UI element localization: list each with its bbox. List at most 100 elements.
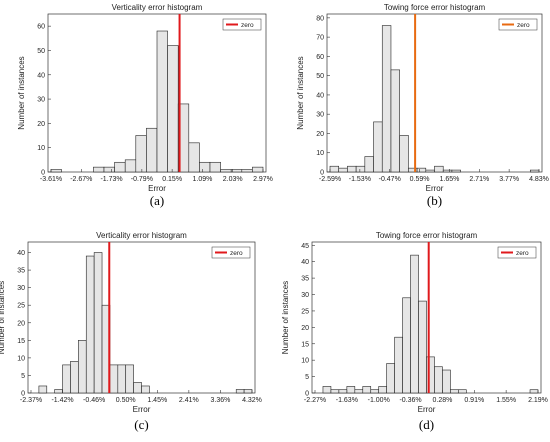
legend-box xyxy=(497,246,537,259)
y-tick-label: 80 xyxy=(316,15,324,22)
x-tick-label: -0.36% xyxy=(399,397,421,404)
legend-label: zero xyxy=(517,22,530,29)
legend-box xyxy=(498,18,538,31)
histogram-bar xyxy=(362,386,372,394)
histogram-bar xyxy=(50,169,62,173)
y-tick-label: 70 xyxy=(316,35,324,42)
histogram-bar xyxy=(364,156,374,173)
histogram-bar xyxy=(93,166,105,173)
y-tick-label: 50 xyxy=(37,48,45,55)
x-tick-label: 0.59% xyxy=(410,176,430,183)
x-tick-label: -2.37% xyxy=(20,397,42,404)
histogram-bar xyxy=(426,356,435,394)
y-tick-label: 30 xyxy=(301,292,309,299)
y-tick-label: 10 xyxy=(316,150,324,157)
histogram-bar xyxy=(177,103,190,173)
histogram-bar xyxy=(243,389,253,394)
y-tick-label: 0 xyxy=(41,170,45,177)
legend-box xyxy=(222,18,262,31)
histogram-bar xyxy=(146,127,158,173)
histogram-bar xyxy=(188,142,200,173)
histogram-bar xyxy=(434,366,443,394)
histogram-bar xyxy=(373,121,383,173)
x-tick-label: -1.00% xyxy=(368,397,390,404)
chart-title: Towing force error histogram xyxy=(376,231,478,240)
x-axis-label: Error xyxy=(148,184,166,193)
x-tick-label: 1.09% xyxy=(192,176,212,183)
histogram-bar xyxy=(346,386,356,394)
histogram-bar xyxy=(394,336,403,394)
histogram-bar xyxy=(347,165,357,173)
x-tick-label: 0.50% xyxy=(116,397,136,404)
x-tick-label: -1.73% xyxy=(100,176,122,183)
axes-frame xyxy=(27,241,256,394)
x-axis-label: Error xyxy=(133,405,151,414)
y-tick-label: 25 xyxy=(17,303,25,310)
panel-2: Towing force error histogram 0 10 20 30 40 50 6… xyxy=(296,3,549,208)
chart-title: Verticality error histogram xyxy=(96,231,187,240)
histogram-bar xyxy=(399,135,409,173)
histogram-bar xyxy=(418,300,427,394)
y-axis-label: Number of instances xyxy=(281,281,290,354)
histogram-bar xyxy=(78,340,87,394)
histogram-bar xyxy=(458,389,467,394)
y-tick-label: 20 xyxy=(37,121,45,128)
x-tick-label: -0.79% xyxy=(131,176,153,183)
histogram-bar xyxy=(355,165,366,173)
histogram-bar xyxy=(199,161,211,173)
y-tick-label: 20 xyxy=(316,131,324,138)
x-tick-label: -2.59% xyxy=(319,176,341,183)
x-tick-label: 4.32% xyxy=(242,397,262,404)
chart-title: Verticality error histogram xyxy=(112,3,203,12)
y-tick-label: 0 xyxy=(21,391,25,398)
y-tick-label: 20 xyxy=(301,325,309,332)
x-tick-label: 3.36% xyxy=(210,397,230,404)
y-tick-label: 45 xyxy=(301,243,309,250)
x-tick-label: 3.77% xyxy=(499,176,519,183)
y-tick-label: 30 xyxy=(37,97,45,104)
x-axis-label: Error xyxy=(418,405,436,414)
y-tick-label: 20 xyxy=(17,320,25,327)
histogram-bar xyxy=(425,169,435,173)
histogram-bar xyxy=(410,254,419,394)
histogram-bar xyxy=(378,386,387,394)
y-tick-label: 60 xyxy=(316,54,324,61)
histogram-bar xyxy=(322,386,332,394)
x-tick-label: -1.53% xyxy=(349,176,371,183)
histogram-bar xyxy=(252,166,264,173)
x-tick-label: -3.61% xyxy=(40,176,62,183)
histogram-bar xyxy=(54,389,63,394)
legend-box xyxy=(211,246,251,259)
x-tick-label: 1.65% xyxy=(439,176,459,183)
histogram-bar xyxy=(354,389,364,394)
y-tick-label: 15 xyxy=(301,341,309,348)
y-tick-label: 30 xyxy=(316,112,324,119)
histogram-bar xyxy=(135,135,147,173)
panel-label: (c) xyxy=(134,417,148,432)
histogram-bar xyxy=(450,389,459,394)
histogram-bar xyxy=(38,385,48,394)
histogram-bar xyxy=(70,361,79,394)
histogram-bar xyxy=(330,389,340,394)
histogram-bar xyxy=(167,45,179,173)
histogram-bar xyxy=(103,166,115,173)
histogram-bar xyxy=(381,25,392,173)
panel-3: Verticality error histogram 0 5 10 15 20 25 30 3… xyxy=(0,231,262,432)
y-tick-label: 30 xyxy=(17,285,25,292)
histogram-bar xyxy=(402,297,411,394)
x-tick-label: 2.19% xyxy=(528,397,548,404)
x-tick-label: 0.15% xyxy=(162,176,182,183)
x-tick-label: 2.97% xyxy=(253,176,273,183)
x-tick-label: 1.45% xyxy=(147,397,167,404)
histogram-bar xyxy=(62,364,71,394)
histogram-bar xyxy=(235,389,245,394)
x-tick-label: -2.27% xyxy=(304,397,326,404)
panel-label: (a) xyxy=(150,193,164,208)
panel-1: Verticality error histogram 0 10 20 30 40 50 60… xyxy=(17,3,273,208)
histogram-bar xyxy=(529,389,539,394)
histogram-bar xyxy=(125,364,134,394)
y-tick-label: 15 xyxy=(17,338,25,345)
x-tick-label: 1.55% xyxy=(496,397,516,404)
histogram-bar xyxy=(241,169,253,173)
histogram-bar xyxy=(220,169,232,173)
